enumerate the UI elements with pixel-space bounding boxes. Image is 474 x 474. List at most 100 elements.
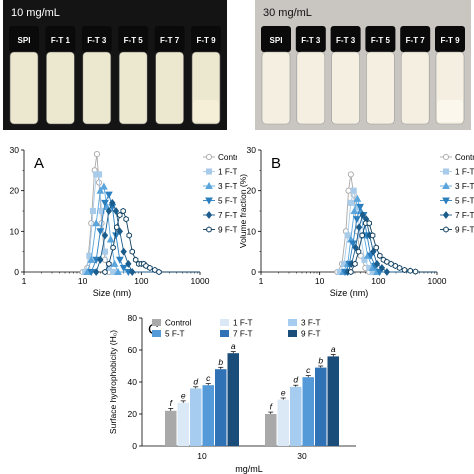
legend-label: 3 F-T: [301, 319, 321, 328]
x-tick-label: 1: [259, 276, 264, 286]
legend-swatch: [220, 330, 229, 337]
y-tick-label: 10: [10, 226, 20, 236]
data-point: [110, 259, 119, 267]
data-point: [147, 264, 153, 272]
vial-cap: [81, 26, 112, 52]
y-tick-label: 20: [128, 409, 138, 419]
x-tick-label: 1: [22, 276, 27, 286]
data-point: [206, 226, 212, 233]
data-point: [105, 191, 113, 199]
legend-swatch: [288, 319, 297, 326]
vial-sediment: [193, 100, 219, 122]
vial-cap: [118, 26, 149, 52]
data-point: [109, 198, 116, 207]
data-point: [132, 256, 139, 263]
photo-concentration-label-right: 30 mg/mL: [263, 7, 312, 19]
significance-letter: c: [206, 373, 211, 383]
y-tick-label: 60: [128, 345, 138, 355]
data-point: [347, 199, 354, 206]
x-tick-label: 1000: [191, 276, 210, 286]
data-point: [102, 268, 108, 276]
x-tick-label: 30: [297, 451, 307, 461]
vial-liquid: [118, 51, 148, 125]
x-tick-label: 1000: [428, 276, 447, 286]
vial-cap: [435, 26, 465, 52]
data-point: [115, 256, 124, 264]
series-line: [95, 201, 200, 273]
y-tick-label: 40: [128, 377, 138, 387]
data-point: [345, 187, 352, 194]
legend-label: 5 F-T: [165, 330, 185, 339]
y-tick-label: 0: [132, 441, 137, 451]
series-7-f-t: [344, 211, 437, 276]
vial-cap: [295, 26, 326, 52]
legend-label: 9 F-T: [455, 226, 474, 235]
data-point: [101, 248, 109, 255]
y-tick-label: 0: [14, 267, 19, 277]
data-point: [407, 267, 413, 274]
legend-label: 9 F-T: [301, 330, 321, 339]
bar: [290, 386, 302, 446]
data-point: [101, 199, 109, 207]
photo-background-right: [255, 0, 471, 130]
data-point: [443, 226, 449, 233]
series-3-f-t: [83, 182, 200, 276]
legend-label: 7 F-T: [218, 211, 237, 220]
y-tick-label: 0: [251, 267, 256, 277]
data-point: [361, 256, 368, 263]
vial-liquid: [331, 51, 360, 125]
legend-swatch: [288, 330, 297, 337]
vial-label: F-T 3: [336, 36, 356, 45]
data-point: [352, 243, 359, 252]
y-tick-label: 10: [247, 226, 257, 236]
significance-letter: c: [306, 365, 311, 375]
vial-photographs: 10 mg/mL SPI F-T 1 F-T 3 F-T 5 F-T 7 F-T 9 30 m…: [3, 0, 471, 130]
data-point: [373, 244, 379, 251]
data-point: [442, 153, 450, 161]
x-axis-title: mg/mL: [235, 464, 263, 474]
bar: [190, 388, 202, 446]
data-point: [113, 224, 120, 231]
data-point: [205, 153, 213, 161]
vial-label: F-T 1: [51, 36, 71, 45]
data-point: [123, 216, 129, 223]
vial-label: SPI: [18, 36, 31, 45]
vial-liquid: [9, 51, 39, 125]
vial-label: F-T 3: [87, 36, 107, 45]
bar: [215, 369, 227, 446]
bar: [227, 353, 239, 446]
bar: [315, 367, 327, 446]
series-9-f-t: [348, 220, 437, 276]
x-axis-title: Size (nm): [330, 288, 369, 298]
y-tick-label: 20: [10, 186, 20, 196]
legend-label: 1 F-T: [455, 168, 474, 177]
data-point: [369, 232, 376, 239]
data-point: [117, 211, 123, 219]
data-point: [353, 194, 362, 202]
legend-label: 9 F-T: [218, 226, 237, 235]
panel-label: A: [34, 155, 44, 172]
data-point: [98, 207, 105, 215]
data-point: [87, 255, 96, 263]
data-point: [352, 260, 358, 267]
vial-cap: [9, 26, 39, 52]
x-tick-label: 10: [78, 276, 88, 286]
data-point: [377, 252, 383, 259]
vial-label: F-T 7: [160, 36, 180, 45]
panel-label: C: [148, 321, 159, 338]
data-point: [116, 227, 124, 236]
data-point: [401, 266, 408, 274]
data-point: [442, 197, 450, 205]
vial-label: F-T 5: [124, 36, 144, 45]
legend-label: 1 F-T: [218, 168, 237, 177]
data-point: [93, 151, 100, 158]
data-point: [347, 171, 354, 178]
data-point: [110, 244, 116, 251]
legend-label: 7 F-T: [233, 330, 253, 339]
vial-cap: [154, 26, 185, 52]
data-point: [129, 268, 136, 276]
data-point: [100, 182, 108, 190]
data-point: [350, 187, 357, 194]
data-point: [352, 216, 361, 224]
significance-letter: f: [270, 402, 274, 412]
